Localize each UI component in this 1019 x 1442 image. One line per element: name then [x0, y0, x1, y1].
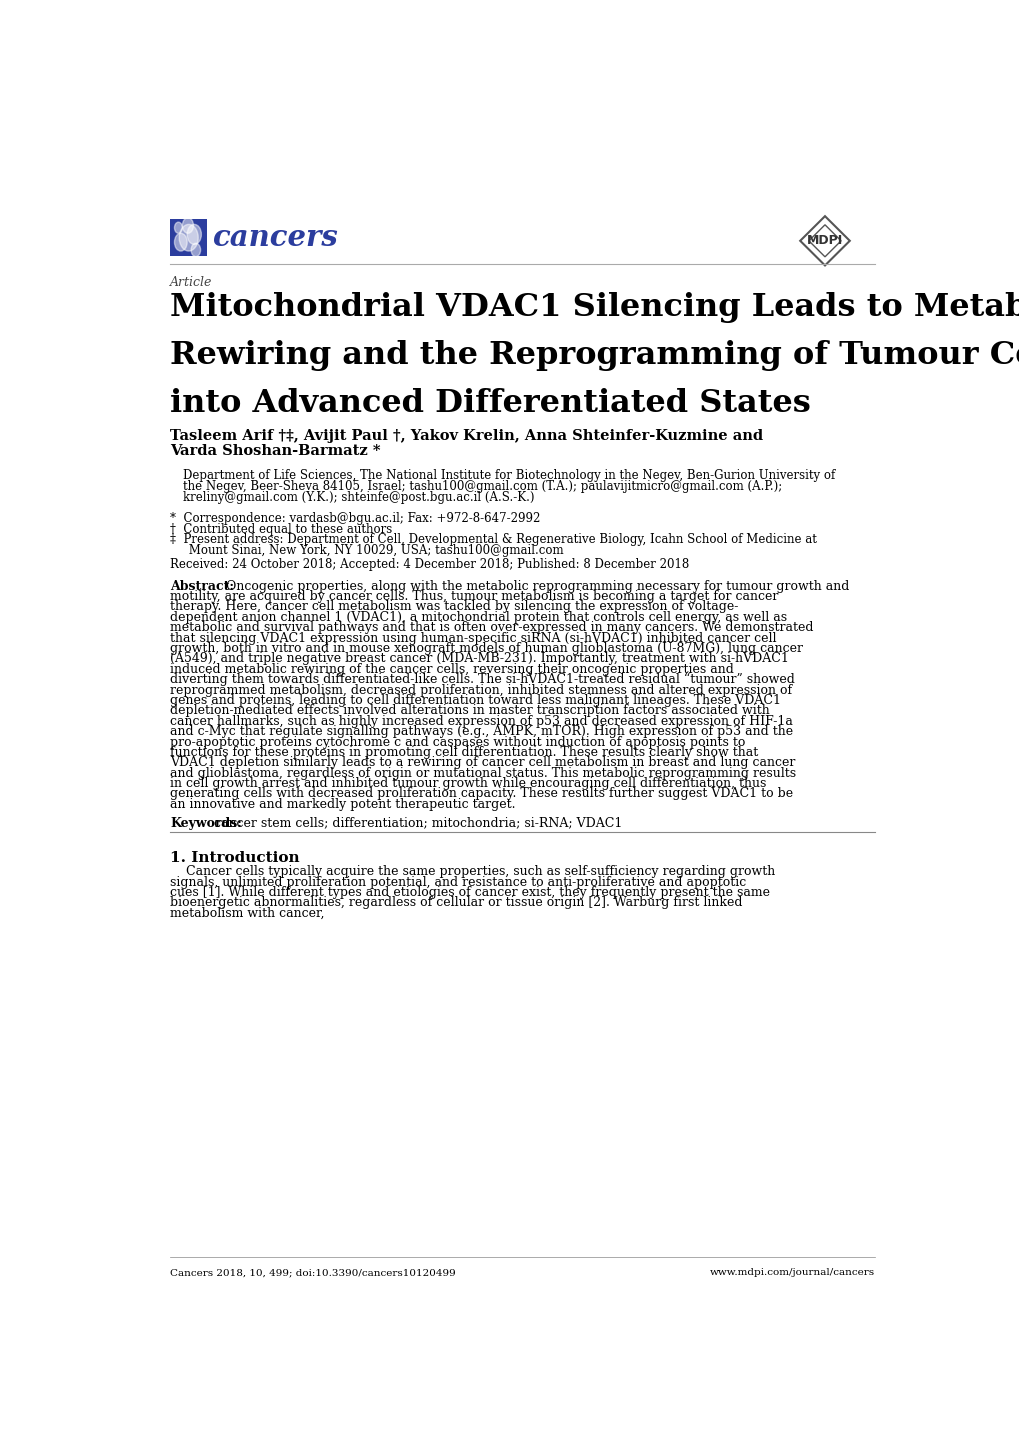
Text: Cancer cells typically acquire the same properties, such as self-sufficiency reg: Cancer cells typically acquire the same …	[170, 865, 774, 878]
Text: Varda Shoshan-Barmatz *: Varda Shoshan-Barmatz *	[170, 444, 380, 459]
Text: into Advanced Differentiated States: into Advanced Differentiated States	[170, 388, 810, 418]
Text: Department of Life Sciences, The National Institute for Biotechnology in the Neg: Department of Life Sciences, The Nationa…	[183, 470, 835, 483]
Text: cancer stem cells; differentiation; mitochondria; si-RNA; VDAC1: cancer stem cells; differentiation; mito…	[214, 816, 622, 829]
Text: generating cells with decreased proliferation capacity. These results further su: generating cells with decreased prolifer…	[170, 787, 793, 800]
Text: Received: 24 October 2018; Accepted: 4 December 2018; Published: 8 December 2018: Received: 24 October 2018; Accepted: 4 D…	[170, 558, 689, 571]
Text: www.mdpi.com/journal/cancers: www.mdpi.com/journal/cancers	[709, 1268, 874, 1278]
Circle shape	[179, 225, 198, 251]
Circle shape	[174, 234, 186, 251]
Text: depletion-mediated effects involved alterations in master transcription factors : depletion-mediated effects involved alte…	[170, 704, 769, 717]
Text: metabolic and survival pathways and that is often over-expressed in many cancers: metabolic and survival pathways and that…	[170, 622, 813, 634]
Text: MDPI: MDPI	[806, 234, 843, 247]
Text: *  Correspondence: vardasb@bgu.ac.il; Fax: +972-8-647-2992: * Correspondence: vardasb@bgu.ac.il; Fax…	[170, 512, 540, 525]
Text: the Negev, Beer-Sheva 84105, Israel; tashu100@gmail.com (T.A.); paulavijitmicro@: the Negev, Beer-Sheva 84105, Israel; tas…	[183, 480, 782, 493]
Text: Keywords:: Keywords:	[170, 816, 242, 829]
Text: kreliny@gmail.com (Y.K.); shteinfe@post.bgu.ac.il (A.S.-K.): kreliny@gmail.com (Y.K.); shteinfe@post.…	[183, 492, 534, 505]
Text: cues [1]. While different types and etiologies of cancer exist, they frequently : cues [1]. While different types and etio…	[170, 885, 769, 898]
Text: metabolism with cancer,: metabolism with cancer,	[170, 907, 324, 920]
Text: reprogrammed metabolism, decreased proliferation, inhibited stemness and altered: reprogrammed metabolism, decreased proli…	[170, 684, 792, 696]
Text: diverting them towards differentiated-like cells. The si-hVDAC1-treated residual: diverting them towards differentiated-li…	[170, 673, 794, 686]
Text: in cell growth arrest and inhibited tumour growth while encouraging cell differe: in cell growth arrest and inhibited tumo…	[170, 777, 765, 790]
Circle shape	[191, 244, 201, 257]
Text: Mount Sinai, New York, NY 10029, USA; tashu100@gmail.com: Mount Sinai, New York, NY 10029, USA; ta…	[170, 544, 564, 557]
Text: 1. Introduction: 1. Introduction	[170, 851, 300, 865]
Text: cancer hallmarks, such as highly increased expression of p53 and decreased expre: cancer hallmarks, such as highly increas…	[170, 715, 792, 728]
Text: growth, both in vitro and in mouse xenograft models of human glioblastoma (U-87M: growth, both in vitro and in mouse xenog…	[170, 642, 802, 655]
Circle shape	[174, 222, 182, 234]
Text: Tasleem Arif †‡, Avijit Paul †, Yakov Krelin, Anna Shteinfer-Kuzmine and: Tasleem Arif †‡, Avijit Paul †, Yakov Kr…	[170, 428, 762, 443]
Text: ‡  Present address: Department of Cell, Developmental & Regenerative Biology, Ic: ‡ Present address: Department of Cell, D…	[170, 534, 816, 547]
Text: Cancers 2018, 10, 499; doi:10.3390/cancers10120499: Cancers 2018, 10, 499; doi:10.3390/cance…	[170, 1268, 455, 1278]
Text: functions for these proteins in promoting cell differentiation. These results cl: functions for these proteins in promotin…	[170, 746, 758, 758]
Text: pro-apoptotic proteins cytochrome c and caspases without induction of apoptosis : pro-apoptotic proteins cytochrome c and …	[170, 735, 745, 748]
Text: and c-Myc that regulate signalling pathways (e.g., AMPK, mTOR). High expression : and c-Myc that regulate signalling pathw…	[170, 725, 793, 738]
Text: therapy. Here, cancer cell metabolism was tackled by silencing the expression of: therapy. Here, cancer cell metabolism wa…	[170, 600, 738, 613]
Text: signals, unlimited proliferation potential, and resistance to anti-proliferative: signals, unlimited proliferation potenti…	[170, 875, 746, 888]
Text: VDAC1 depletion similarly leads to a rewiring of cancer cell metabolism in breas: VDAC1 depletion similarly leads to a rew…	[170, 756, 795, 770]
Text: that silencing VDAC1 expression using human-specific siRNA (si-hVDAC1) inhibited: that silencing VDAC1 expression using hu…	[170, 632, 775, 645]
Text: induced metabolic rewiring of the cancer cells, reversing their oncogenic proper: induced metabolic rewiring of the cancer…	[170, 663, 734, 676]
Text: cancers: cancers	[212, 224, 337, 252]
Text: Article: Article	[170, 277, 212, 290]
Text: bioenergetic abnormalities, regardless of cellular or tissue origin [2]. Warburg: bioenergetic abnormalities, regardless o…	[170, 897, 742, 910]
Text: motility, are acquired by cancer cells. Thus, tumour metabolism is becoming a ta: motility, are acquired by cancer cells. …	[170, 590, 777, 603]
Text: Mitochondrial VDAC1 Silencing Leads to Metabolic: Mitochondrial VDAC1 Silencing Leads to M…	[170, 293, 1019, 323]
Text: Abstract:: Abstract:	[170, 580, 234, 593]
Text: an innovative and markedly potent therapeutic target.: an innovative and markedly potent therap…	[170, 797, 516, 810]
Text: Rewiring and the Reprogramming of Tumour Cells: Rewiring and the Reprogramming of Tumour…	[170, 340, 1019, 371]
Text: (A549), and triple negative breast cancer (MDA-MB-231). Importantly, treatment w: (A549), and triple negative breast cance…	[170, 652, 789, 665]
Text: and glioblastoma, regardless of origin or mutational status. This metabolic repr: and glioblastoma, regardless of origin o…	[170, 767, 796, 780]
FancyBboxPatch shape	[170, 219, 207, 257]
Text: genes and proteins, leading to cell differentiation toward less malignant lineag: genes and proteins, leading to cell diff…	[170, 694, 781, 707]
Text: Oncogenic properties, along with the metabolic reprogramming necessary for tumou: Oncogenic properties, along with the met…	[170, 580, 849, 593]
Text: dependent anion channel 1 (VDAC1), a mitochondrial protein that controls cell en: dependent anion channel 1 (VDAC1), a mit…	[170, 611, 787, 624]
Circle shape	[186, 225, 201, 244]
Circle shape	[182, 218, 194, 234]
Text: †  Contributed equal to these authors: † Contributed equal to these authors	[170, 522, 392, 535]
